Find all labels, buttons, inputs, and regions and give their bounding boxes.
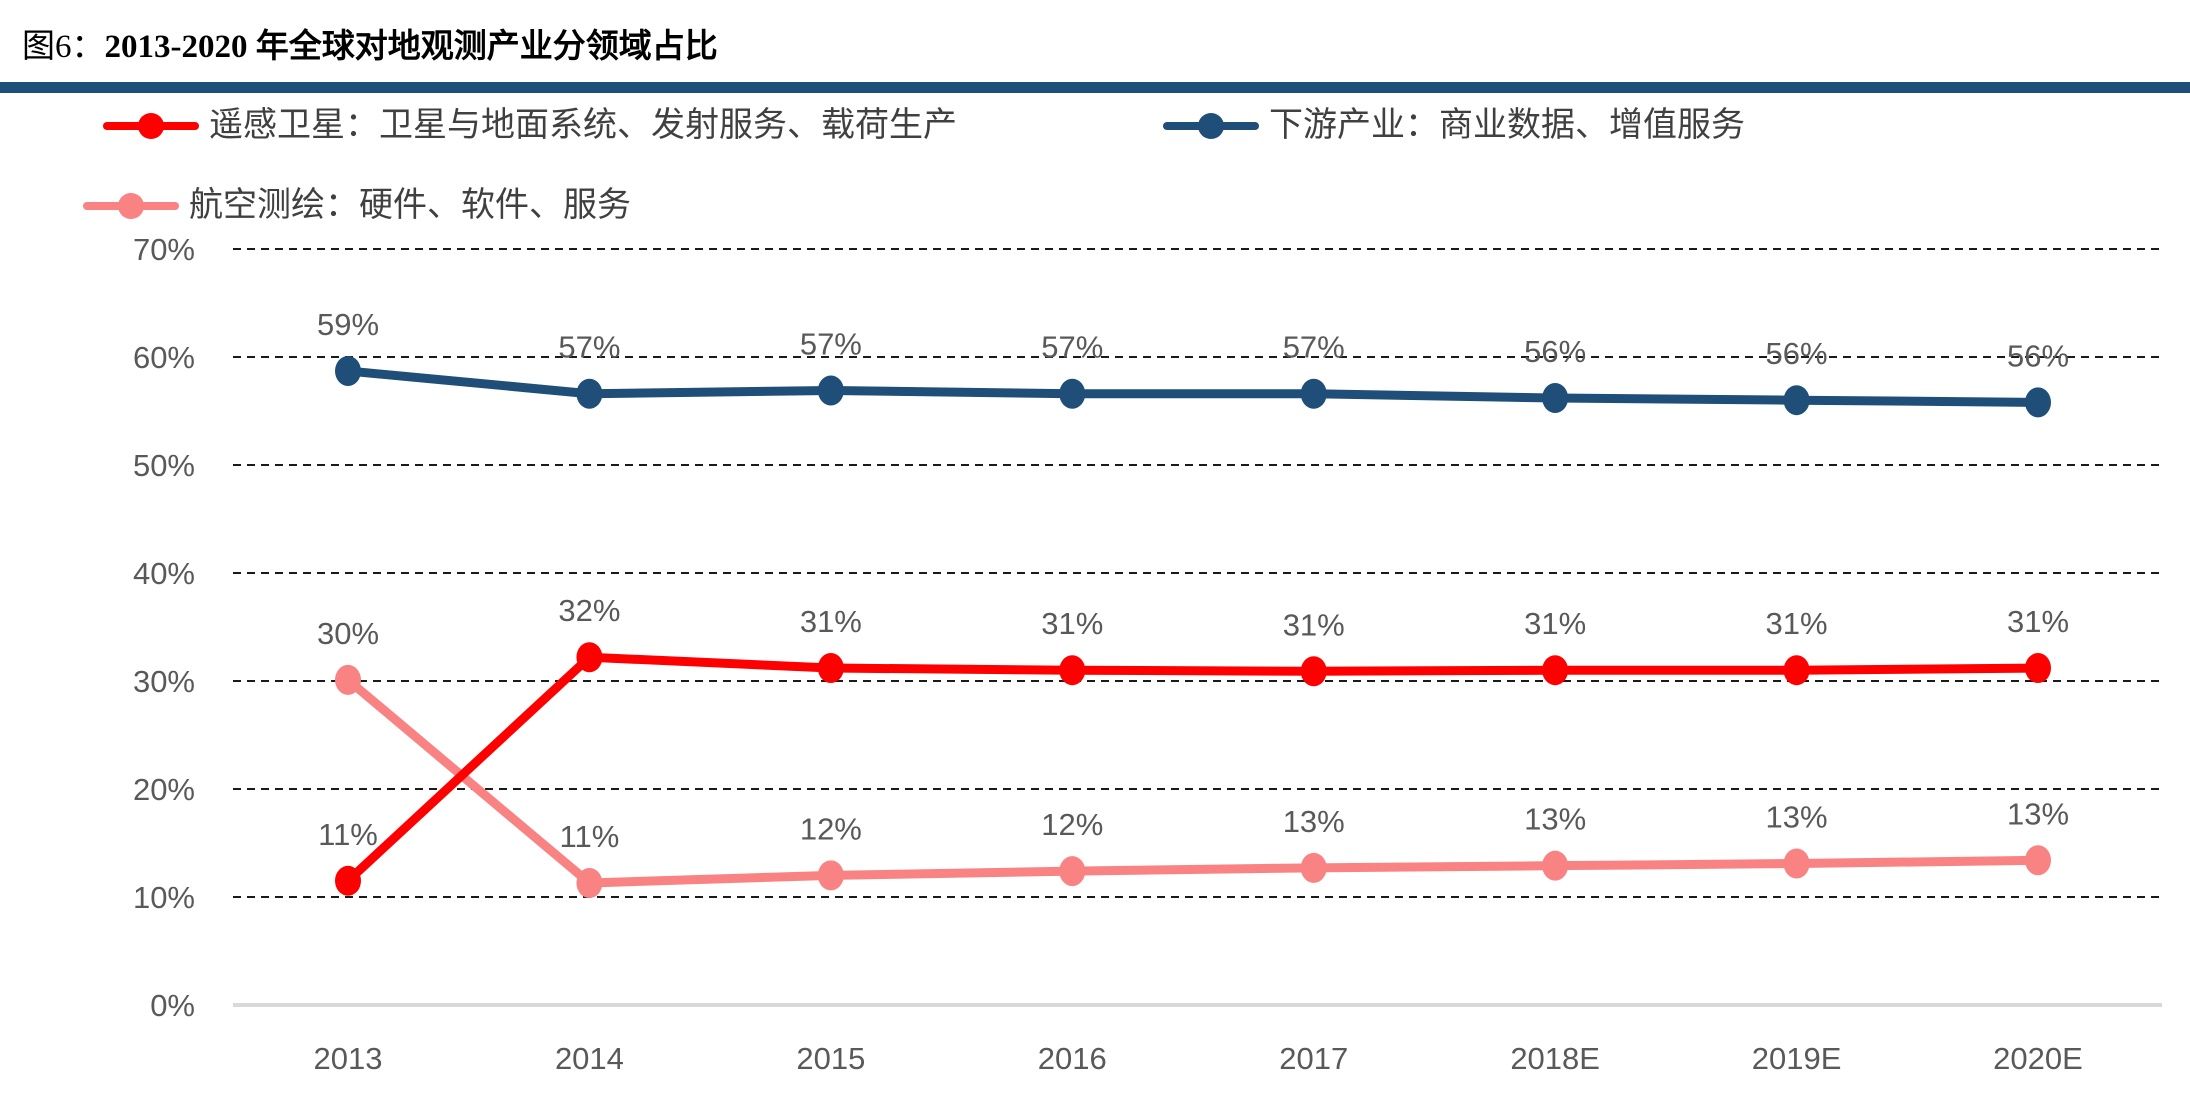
marker-remote-sensing-2019E [1783, 655, 1810, 686]
data-label-remote-sensing-2018E: 31% [1524, 606, 1586, 641]
legend-item-downstream: 下游产业：商业数据、增值服务 [1163, 108, 1745, 144]
marker-remote-sensing-2017 [1300, 656, 1327, 687]
data-label-remote-sensing-2017: 31% [1283, 607, 1345, 642]
marker-aerial-survey-2018E [1542, 850, 1569, 881]
marker-downstream-2014 [576, 378, 603, 409]
marker-aerial-survey-2013 [335, 664, 361, 695]
x-tick-2015: 2015 [796, 1041, 865, 1076]
marker-downstream-2015 [817, 375, 844, 406]
data-label-downstream-2016: 57% [1041, 330, 1103, 365]
y-tick-20%: 20% [133, 772, 195, 807]
marker-aerial-survey-2019E [1783, 848, 1810, 879]
series-line-remote-sensing [343, 652, 2043, 886]
data-label-downstream-2015: 57% [800, 326, 862, 361]
data-label-aerial-survey-2018E: 13% [1524, 802, 1586, 837]
data-label-remote-sensing-2019E: 31% [1766, 606, 1828, 641]
marker-downstream-2018E [1542, 383, 1569, 414]
data-label-aerial-survey-2020E: 13% [2007, 796, 2069, 831]
dot-marker-icon [118, 193, 144, 219]
marker-downstream-2019E [1783, 385, 1810, 416]
data-label-remote-sensing-2014: 32% [558, 593, 620, 628]
x-tick-2020E: 2020E [1993, 1041, 2083, 1076]
legend-marker-downstream [1163, 108, 1259, 144]
series-line-downstream [343, 366, 2043, 407]
data-label-downstream-2013: 59% [317, 307, 379, 342]
marker-aerial-survey-2016 [1059, 856, 1086, 887]
marker-downstream-2020E [2025, 387, 2051, 418]
figure-header: 图6： 2013-2020 年全球对地观测产业分领域占比 [22, 12, 718, 74]
header-divider-bar [0, 82, 2190, 93]
data-label-aerial-survey-2013: 30% [317, 616, 379, 651]
data-label-remote-sensing-2020E: 31% [2007, 604, 2069, 639]
marker-aerial-survey-2020E [2025, 845, 2051, 876]
data-label-aerial-survey-2015: 12% [800, 811, 862, 846]
x-tick-2013: 2013 [314, 1041, 383, 1076]
y-tick-40%: 40% [133, 556, 195, 591]
x-tick-2014: 2014 [555, 1041, 624, 1076]
legend-label-aerial-survey: 航空测绘：硬件、软件、服务 [189, 187, 631, 224]
figure-title: 2013-2020 年全球对地观测产业分领域占比 [104, 29, 718, 65]
series-line-aerial-survey [343, 675, 2043, 888]
data-label-remote-sensing-2013: 11% [318, 817, 378, 852]
marker-remote-sensing-2018E [1542, 655, 1569, 686]
marker-downstream-2013 [335, 356, 361, 387]
legend-marker-remote-sensing [103, 108, 199, 144]
data-label-downstream-2017: 57% [1283, 330, 1345, 365]
data-label-downstream-2014: 57% [558, 330, 620, 365]
marker-remote-sensing-2014 [576, 642, 603, 673]
x-tick-2019E: 2019E [1752, 1041, 1842, 1076]
marker-remote-sensing-2013 [335, 865, 361, 896]
dot-marker-icon [1198, 113, 1224, 139]
marker-remote-sensing-2020E [2025, 653, 2051, 684]
data-label-aerial-survey-2017: 13% [1283, 804, 1345, 839]
data-label-downstream-2019E: 56% [1766, 336, 1828, 371]
marker-aerial-survey-2015 [817, 860, 844, 891]
marker-downstream-2016 [1059, 378, 1086, 409]
data-label-downstream-2018E: 56% [1524, 334, 1586, 369]
x-tick-2017: 2017 [1279, 1041, 1348, 1076]
dot-marker-icon [138, 113, 164, 139]
data-label-remote-sensing-2015: 31% [800, 604, 862, 639]
marker-remote-sensing-2016 [1059, 655, 1086, 686]
y-tick-50%: 50% [133, 448, 195, 483]
figure-number: 图6： [22, 29, 105, 65]
legend-item-aerial-survey: 航空测绘：硬件、软件、服务 [83, 188, 631, 224]
data-label-remote-sensing-2016: 31% [1041, 606, 1103, 641]
y-tick-60%: 60% [133, 340, 195, 375]
data-label-aerial-survey-2014: 11% [560, 819, 620, 854]
legend-item-remote-sensing: 遥感卫星：卫星与地面系统、发射服务、载荷生产 [103, 108, 957, 144]
data-label-aerial-survey-2016: 12% [1041, 807, 1103, 842]
x-tick-2016: 2016 [1038, 1041, 1107, 1076]
legend-label-downstream: 下游产业：商业数据、增值服务 [1269, 107, 1745, 144]
y-tick-0%: 0% [150, 988, 195, 1023]
y-tick-70%: 70% [133, 232, 195, 267]
marker-aerial-survey-2014 [576, 867, 603, 898]
legend-marker-aerial-survey [83, 188, 179, 224]
y-tick-10%: 10% [133, 880, 195, 915]
marker-aerial-survey-2017 [1300, 852, 1327, 883]
x-tick-2018E: 2018E [1510, 1041, 1600, 1076]
marker-downstream-2017 [1300, 378, 1327, 409]
data-label-aerial-survey-2019E: 13% [1766, 800, 1828, 835]
legend-label-remote-sensing: 遥感卫星：卫星与地面系统、发射服务、载荷生产 [209, 107, 957, 144]
data-label-downstream-2020E: 56% [2007, 338, 2069, 373]
y-tick-30%: 30% [133, 664, 195, 699]
marker-remote-sensing-2015 [817, 653, 844, 684]
